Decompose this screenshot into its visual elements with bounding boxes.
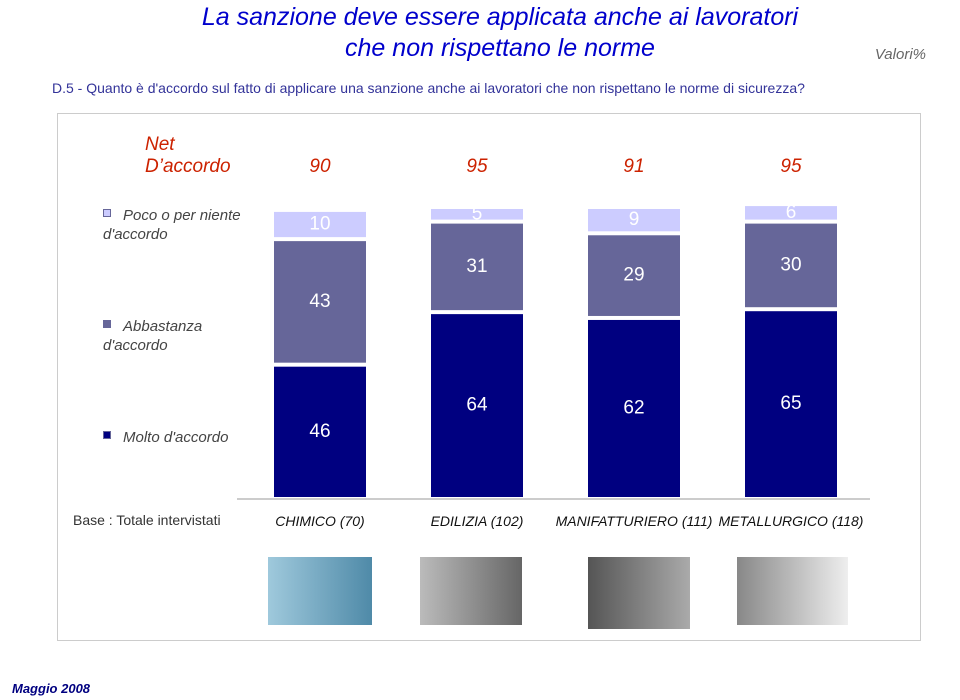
net-label: Net — [145, 134, 175, 155]
bar-segment — [274, 241, 366, 363]
legend-swatch — [103, 431, 111, 439]
data-label: 46 — [309, 421, 330, 442]
legend-label: Abbastanza d'accordo — [103, 318, 203, 354]
net-value: 95 — [466, 156, 488, 177]
bar-segment — [588, 319, 680, 497]
data-label: 31 — [466, 256, 487, 277]
net-value: 95 — [780, 156, 802, 177]
legend-swatch — [103, 209, 111, 217]
photo — [588, 557, 690, 629]
net-label: D’accordo — [145, 156, 231, 177]
bar-segment — [588, 209, 680, 232]
title: La sanzione deve essere applicata anche … — [100, 2, 900, 64]
subtitle: Valori% — [874, 46, 926, 63]
bar-segment — [274, 211, 366, 238]
legend-entry: Molto d'accordo — [103, 428, 253, 447]
footer: Maggio 2008 — [12, 681, 91, 696]
net-value: 91 — [623, 156, 645, 177]
photo — [737, 557, 848, 625]
data-label: 30 — [780, 254, 801, 275]
question: D.5 - Quanto è d'accordo sul fatto di ap… — [52, 80, 805, 96]
category-label: MANIFATTURIERO (111) — [555, 513, 713, 529]
bar-segment — [745, 311, 837, 497]
category-label: METALLURGICO (118) — [718, 513, 864, 529]
bar-segment — [431, 223, 523, 311]
data-label: 65 — [780, 393, 801, 414]
photo — [268, 557, 372, 625]
legend-label: Poco o per niente d'accordo — [103, 207, 241, 243]
legend-entry: Poco o per niente d'accordo — [103, 206, 253, 244]
base-label: Base : Totale intervistati — [73, 512, 221, 528]
data-label: 10 — [309, 214, 330, 235]
bar-segment — [431, 209, 523, 220]
data-label: 64 — [466, 395, 488, 416]
legend-entry: Abbastanza d'accordo — [103, 317, 253, 355]
net-value: 90 — [309, 156, 331, 177]
data-label: 5 — [472, 203, 483, 224]
bar-segment — [745, 206, 837, 220]
category-label: EDILIZIA (102) — [430, 513, 524, 529]
legend-label: Molto d'accordo — [123, 429, 229, 446]
data-label: 43 — [309, 291, 330, 312]
data-label: 62 — [623, 397, 644, 418]
title-line: che non rispettano le norme — [345, 34, 655, 62]
bar-segment — [588, 235, 680, 316]
title-line: La sanzione deve essere applicata anche … — [201, 3, 799, 31]
legend-swatch — [103, 320, 111, 328]
category-label: CHIMICO (70) — [275, 513, 365, 529]
data-label: 6 — [786, 202, 797, 223]
data-label: 9 — [629, 209, 640, 230]
bar-segment — [431, 314, 523, 497]
data-label: 29 — [623, 265, 644, 286]
panel — [57, 113, 921, 641]
photo — [420, 557, 522, 625]
bar-segment — [745, 223, 837, 308]
bar-segment — [274, 366, 366, 497]
